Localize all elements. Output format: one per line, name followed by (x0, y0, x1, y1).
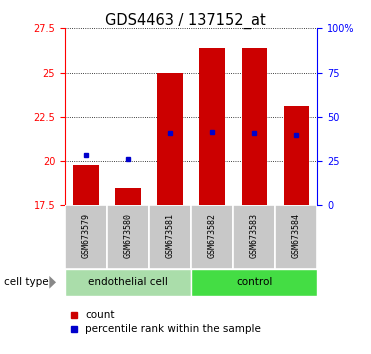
Bar (283, 106, 309, 205)
Bar (157, 73, 183, 205)
Bar (191, 205, 233, 269)
Text: GDS4463 / 137152_at: GDS4463 / 137152_at (105, 12, 266, 29)
Bar (115, 188, 141, 205)
Bar (149, 205, 191, 269)
Text: count: count (85, 310, 115, 320)
Bar (200, 48, 225, 205)
Bar (65, 205, 107, 269)
Bar (242, 48, 267, 205)
Bar (65, 269, 191, 296)
Text: cell type: cell type (4, 277, 48, 287)
Bar (191, 269, 317, 296)
Bar (107, 205, 149, 269)
Bar (233, 205, 275, 269)
Text: GSM673581: GSM673581 (165, 213, 174, 258)
Text: control: control (236, 277, 272, 287)
Bar (275, 205, 317, 269)
Text: endothelial cell: endothelial cell (88, 277, 168, 287)
Text: GSM673584: GSM673584 (292, 213, 301, 258)
Bar (73, 165, 99, 205)
Text: GSM673579: GSM673579 (82, 213, 91, 258)
Text: GSM673582: GSM673582 (208, 213, 217, 258)
Polygon shape (49, 276, 56, 289)
Text: percentile rank within the sample: percentile rank within the sample (85, 324, 261, 334)
Text: GSM673580: GSM673580 (124, 213, 132, 258)
Text: GSM673583: GSM673583 (250, 213, 259, 258)
